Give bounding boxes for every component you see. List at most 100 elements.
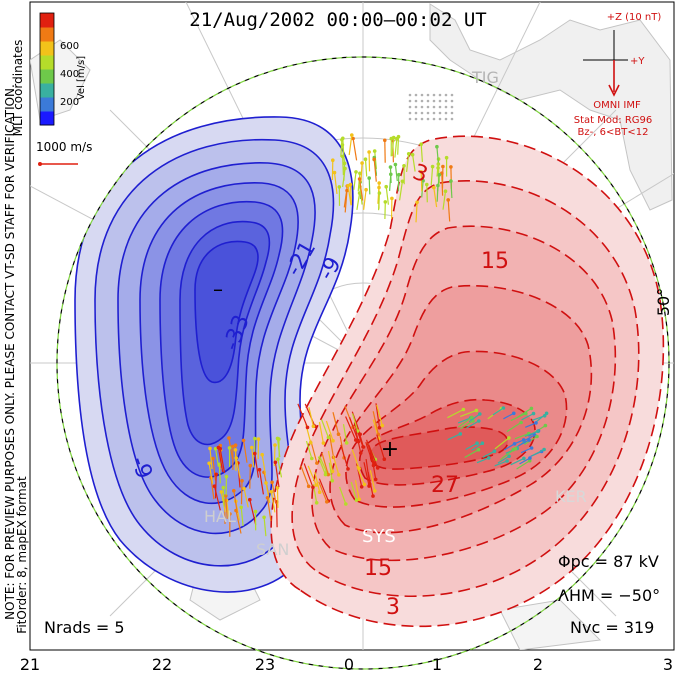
reference-vector-label: 1000 m/s bbox=[36, 140, 92, 154]
lambda-hm-label: ΛHM = −50° bbox=[558, 586, 660, 605]
velocity-vector-origin bbox=[383, 139, 387, 143]
velocity-vector-origin bbox=[273, 443, 277, 447]
velocity-vector-origin bbox=[346, 184, 350, 188]
velocity-vector-origin bbox=[514, 447, 518, 451]
velocity-vector-origin bbox=[337, 473, 341, 477]
velocity-vector-origin bbox=[306, 426, 310, 430]
velocity-vector-origin bbox=[407, 152, 411, 156]
empty-cell-dot bbox=[439, 106, 442, 109]
velocity-vector bbox=[344, 163, 345, 180]
velocity-vector-origin bbox=[384, 185, 388, 189]
colorbar-swatches bbox=[40, 13, 54, 126]
colorbar-swatch bbox=[40, 69, 54, 84]
positive-max-marker: + bbox=[381, 437, 399, 462]
velocity-vector-origin bbox=[225, 475, 229, 479]
empty-cell-dot bbox=[427, 106, 430, 109]
velocity-vector bbox=[379, 193, 380, 210]
velocity-vector-origin bbox=[481, 441, 485, 445]
velocity-vector bbox=[236, 450, 237, 471]
empty-cell-dot bbox=[421, 106, 424, 109]
velocity-vector-origin bbox=[311, 486, 315, 490]
velocity-vector-origin bbox=[373, 149, 377, 153]
velocity-vector-origin bbox=[345, 441, 349, 445]
velocity-vector-origin bbox=[360, 485, 364, 489]
velocity-vector-origin bbox=[449, 179, 453, 183]
velocity-vector-origin bbox=[377, 181, 381, 185]
reference-vector-dot bbox=[38, 162, 42, 166]
colorbar-swatch bbox=[40, 55, 54, 70]
empty-cell-dot bbox=[409, 106, 412, 109]
station-label-ker: KER bbox=[555, 487, 587, 506]
empty-cell-dot bbox=[433, 100, 436, 103]
x-tick-label: 23 bbox=[255, 655, 275, 674]
velocity-vector-origin bbox=[444, 189, 448, 193]
velocity-vector-origin bbox=[232, 489, 236, 493]
velocity-vector-origin bbox=[402, 164, 406, 168]
velocity-vector-origin bbox=[373, 489, 377, 493]
velocity-vector-origin bbox=[507, 436, 511, 440]
velocity-vector-origin bbox=[519, 421, 523, 425]
velocity-vector-origin bbox=[346, 467, 350, 471]
empty-cell-dot bbox=[427, 94, 430, 97]
velocity-vector-origin bbox=[384, 200, 388, 204]
empty-cell-dot bbox=[433, 94, 436, 97]
fit-order-note: FitOrder: 8, mapEX format bbox=[15, 476, 29, 634]
empty-cell-dot bbox=[439, 112, 442, 115]
velocity-vector-origin bbox=[260, 453, 264, 457]
velocity-vector-origin bbox=[358, 433, 362, 437]
velocity-vector-origin bbox=[512, 412, 516, 416]
empty-cell-dot bbox=[445, 112, 448, 115]
velocity-vector-origin bbox=[330, 479, 334, 483]
velocity-vector-origin bbox=[392, 136, 396, 140]
velocity-vector-origin bbox=[507, 455, 511, 459]
velocity-vector-origin bbox=[344, 502, 348, 506]
velocity-vector-origin bbox=[530, 407, 534, 411]
velocity-vector-origin bbox=[395, 137, 399, 141]
velocity-vector bbox=[223, 488, 224, 507]
velocity-vector-origin bbox=[535, 435, 539, 439]
colorbar-swatch bbox=[40, 97, 54, 112]
velocity-vector-origin bbox=[435, 145, 439, 149]
empty-cell-dot bbox=[415, 94, 418, 97]
imf-z-label: +Z (10 nT) bbox=[607, 12, 662, 23]
velocity-vector-origin bbox=[367, 150, 371, 154]
velocity-vector-origin bbox=[415, 201, 419, 205]
imf-y-label: +Y bbox=[630, 56, 645, 67]
velocity-vector-origin bbox=[381, 424, 385, 428]
contour-label: 15 bbox=[364, 556, 392, 581]
velocity-vector-origin bbox=[487, 456, 491, 460]
empty-cell-dot bbox=[451, 100, 454, 103]
empty-cell-dot bbox=[409, 94, 412, 97]
velocity-vector-origin bbox=[532, 412, 536, 416]
velocity-vector-origin bbox=[505, 459, 509, 463]
empty-cell-dot bbox=[439, 94, 442, 97]
empty-cell-dot bbox=[433, 118, 436, 121]
velocity-vector-origin bbox=[419, 142, 423, 146]
velocity-vector-origin bbox=[253, 452, 257, 456]
x-tick-label: 22 bbox=[152, 655, 172, 674]
velocity-vector-origin bbox=[240, 479, 244, 483]
velocity-vector-origin bbox=[331, 158, 335, 162]
velocity-vector-origin bbox=[364, 157, 368, 161]
velocity-vector-origin bbox=[213, 484, 217, 488]
empty-cell-dot bbox=[451, 112, 454, 115]
velocity-vector-origin bbox=[378, 191, 382, 195]
velocity-vector-origin bbox=[264, 481, 268, 485]
empty-cell-dot bbox=[421, 112, 424, 115]
empty-cell-dot bbox=[451, 94, 454, 97]
velocity-vector-origin bbox=[374, 478, 378, 482]
empty-cell-dot bbox=[451, 118, 454, 121]
velocity-vector-origin bbox=[270, 490, 274, 494]
velocity-vector-origin bbox=[389, 165, 393, 169]
velocity-vector-origin bbox=[222, 486, 226, 490]
colorbar-label: Vel [m/s] bbox=[76, 56, 87, 100]
velocity-vector-origin bbox=[358, 177, 362, 181]
x-tick-label: 0 bbox=[344, 655, 354, 674]
velocity-vector-origin bbox=[337, 432, 341, 436]
empty-cell-dot bbox=[445, 100, 448, 103]
velocity-vector-origin bbox=[341, 155, 345, 159]
velocity-vector-origin bbox=[257, 437, 261, 441]
empty-cell-dot bbox=[421, 100, 424, 103]
velocity-vector-origin bbox=[445, 156, 449, 160]
